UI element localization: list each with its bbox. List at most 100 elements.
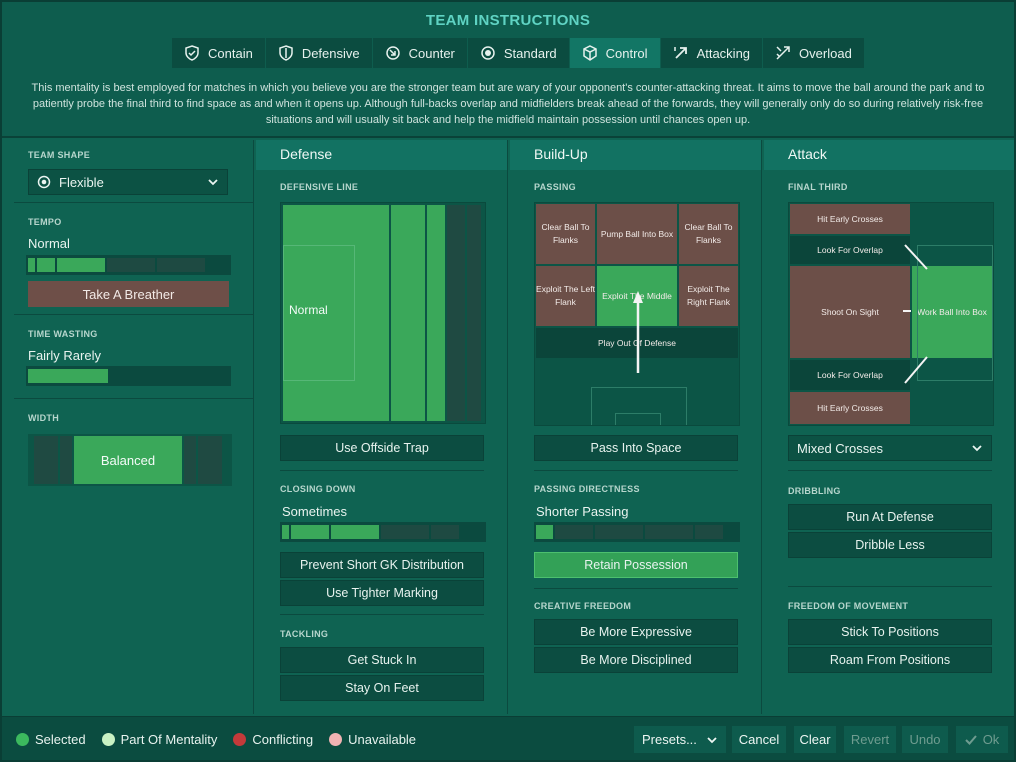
slider-segment (555, 525, 593, 539)
tempo-value: Normal (28, 236, 70, 251)
buildup-header: Build-Up (510, 140, 761, 170)
buildup-column: Build-Up PASSING Clear Ball To Flanks Pu… (510, 140, 762, 714)
tab-label: Counter (408, 45, 455, 61)
line-zone (447, 205, 465, 421)
presets-label: Presets... (642, 732, 697, 747)
clear-button[interactable]: Clear (794, 726, 836, 753)
retain-possession-button[interactable]: Retain Possession (534, 552, 738, 578)
closing-down-label: CLOSING DOWN (280, 484, 356, 494)
ok-label: Ok (982, 732, 1000, 747)
be-more-expressive-button[interactable]: Be More Expressive (534, 619, 738, 645)
line-zone (283, 205, 389, 421)
passing-directness-slider[interactable] (534, 522, 740, 542)
team-shape-label: TEAM SHAPE (28, 150, 91, 160)
ok-button[interactable]: Ok (956, 726, 1008, 753)
pump-ball-into-box[interactable]: Pump Ball Into Box (597, 204, 677, 264)
mentality-description: This mentality is best employed for matc… (31, 82, 985, 126)
slider-segment (381, 525, 429, 539)
slider-segment (57, 258, 105, 272)
line-zone (427, 205, 445, 421)
tab-standard[interactable]: Standard (467, 38, 570, 68)
slider-segment (536, 525, 553, 539)
tab-label: Contain (208, 45, 253, 61)
freedom-of-movement-label: FREEDOM OF MOVEMENT (788, 601, 909, 611)
slider-segment (28, 258, 35, 272)
tab-contain[interactable]: Contain (172, 38, 266, 68)
dribble-less-button[interactable]: Dribble Less (788, 532, 992, 558)
shield-check-icon (185, 45, 199, 61)
team-shape-dropdown[interactable]: Flexible (28, 169, 228, 195)
legend: Selected Part Of Mentality Conflicting U… (16, 732, 416, 747)
clear-ball-to-flanks-left[interactable]: Clear Ball To Flanks (536, 204, 595, 264)
defensive-line-pitch[interactable]: Normal (280, 202, 486, 424)
closing-down-slider[interactable] (280, 522, 486, 542)
get-stuck-in-button[interactable]: Get Stuck In (280, 647, 484, 673)
run-at-defense-button[interactable]: Run At Defense (788, 504, 992, 530)
pass-into-space-button[interactable]: Pass Into Space (534, 435, 738, 461)
legend-label: Selected (35, 732, 86, 747)
crosses-dropdown[interactable]: Mixed Crosses (788, 435, 992, 461)
use-offside-trap-button[interactable]: Use Offside Trap (280, 435, 484, 461)
slider-segment (431, 525, 459, 539)
be-more-disciplined-button[interactable]: Be More Disciplined (534, 647, 738, 673)
control-cube-icon (582, 45, 597, 61)
cancel-button[interactable]: Cancel (732, 726, 786, 753)
tab-overload[interactable]: Overload (763, 38, 865, 68)
use-tighter-marking-button[interactable]: Use Tighter Marking (280, 580, 484, 606)
undo-button[interactable]: Undo (902, 726, 948, 753)
final-third-pitch: Hit Early Crosses Look For Overlap Shoot… (788, 202, 994, 426)
tackling-label: TACKLING (280, 629, 329, 639)
dribbling-label: DRIBBLING (788, 486, 841, 496)
width-segment (184, 436, 196, 484)
take-a-breather-button[interactable]: Take A Breather (28, 281, 229, 307)
roam-from-positions-button[interactable]: Roam From Positions (788, 647, 992, 673)
time-wasting-slider[interactable] (26, 366, 231, 386)
chevron-down-icon (707, 737, 717, 744)
tab-defensive[interactable]: Defensive (265, 38, 373, 68)
passing-pitch: Clear Ball To Flanks Pump Ball Into Box … (534, 202, 740, 426)
clear-ball-to-flanks-right[interactable]: Clear Ball To Flanks (679, 204, 738, 264)
presets-dropdown[interactable]: Presets... (634, 726, 726, 753)
width-segment (198, 436, 222, 484)
slider-segment (107, 258, 155, 272)
divider (534, 588, 738, 589)
width-selector[interactable]: Balanced (28, 434, 232, 486)
exploit-right-flank[interactable]: Exploit The Right Flank (679, 266, 738, 326)
tempo-slider[interactable] (26, 255, 231, 275)
tempo-label: TEMPO (28, 217, 62, 227)
width-segment (34, 436, 58, 484)
slider-segment (291, 525, 329, 539)
stick-to-positions-button[interactable]: Stick To Positions (788, 619, 992, 645)
team-shape-value: Flexible (59, 174, 104, 190)
pass-arrow-icon (633, 291, 643, 373)
revert-button[interactable]: Revert (844, 726, 896, 753)
time-wasting-label: TIME WASTING (28, 329, 98, 339)
overlap-arrows-icon (903, 244, 928, 384)
tab-label: Overload (799, 45, 852, 61)
shield-icon (279, 45, 293, 61)
chevron-down-icon (208, 179, 218, 186)
unavailable-dot-icon (329, 733, 343, 746)
divider (280, 614, 484, 615)
counter-arrow-icon (385, 46, 400, 60)
width-value: Balanced (100, 452, 156, 468)
exploit-left-flank[interactable]: Exploit The Left Flank (536, 266, 595, 326)
hit-early-crosses-bottom[interactable]: Hit Early Crosses (790, 392, 910, 424)
passing-directness-value: Shorter Passing (536, 504, 629, 519)
look-for-overlap-top[interactable]: Look For Overlap (790, 236, 910, 264)
hit-early-crosses-top[interactable]: Hit Early Crosses (790, 204, 910, 234)
tab-counter[interactable]: Counter (372, 38, 468, 68)
shoot-on-sight[interactable]: Shoot On Sight (790, 266, 910, 358)
stay-on-feet-button[interactable]: Stay On Feet (280, 675, 484, 701)
slider-segment (595, 525, 643, 539)
tab-attacking[interactable]: Attacking (660, 38, 764, 68)
tab-control[interactable]: Control (569, 38, 661, 68)
look-for-overlap-bottom[interactable]: Look For Overlap (790, 360, 910, 390)
defensive-line-value: Normal (289, 303, 328, 317)
width-label: WIDTH (28, 413, 59, 423)
selected-dot-icon (16, 733, 29, 746)
legend-selected: Selected (16, 732, 86, 747)
work-ball-into-box[interactable]: Work Ball Into Box (912, 266, 992, 358)
prevent-short-gk-distribution-button[interactable]: Prevent Short GK Distribution (280, 552, 484, 578)
divider (14, 398, 254, 399)
